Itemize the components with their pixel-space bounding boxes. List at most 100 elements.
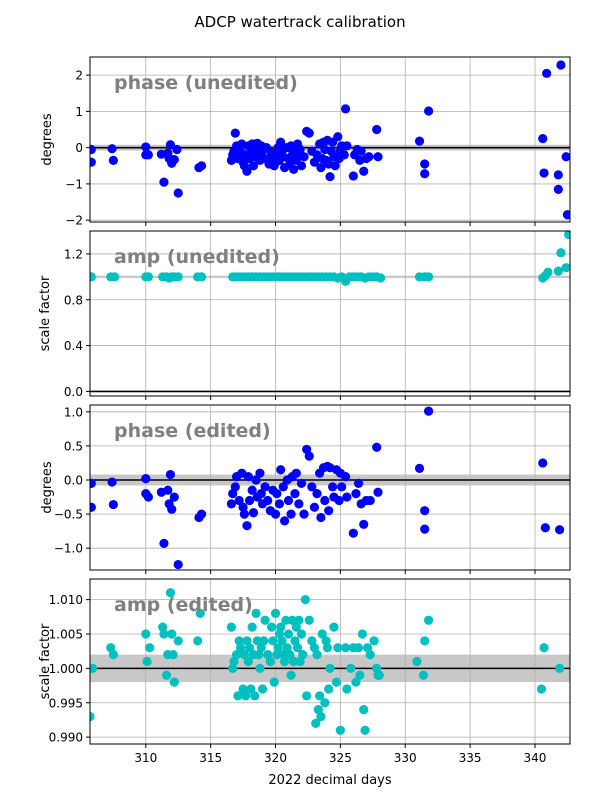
data-point (159, 177, 169, 187)
data-point (242, 166, 252, 176)
data-point (263, 495, 273, 506)
data-point (90, 157, 96, 167)
data-point (562, 210, 570, 220)
data-point (373, 487, 383, 497)
data-point (165, 140, 176, 150)
data-point (273, 643, 283, 653)
x-tick-label: 320 (264, 751, 287, 765)
data-point (172, 144, 182, 155)
x-tick-label: 335 (459, 751, 482, 765)
data-point (268, 636, 278, 646)
data-point (420, 636, 430, 646)
data-point (270, 608, 281, 618)
data-point (372, 124, 382, 135)
data-point (330, 161, 340, 171)
data-point (420, 159, 430, 169)
data-points (90, 60, 570, 220)
data-point (145, 643, 155, 653)
data-point (226, 499, 237, 509)
data-point (420, 506, 430, 516)
data-point (553, 266, 563, 276)
data-point (369, 636, 379, 646)
data-point (279, 656, 290, 667)
panel-4: 0.990 0.995 1.000 1.005 1.010 310 315 320 325 330… (38, 578, 571, 765)
data-point (414, 463, 425, 474)
data-point (312, 489, 322, 499)
data-point (141, 474, 151, 484)
data-point (329, 622, 339, 632)
data-point (286, 670, 296, 680)
data-point (226, 622, 237, 632)
y-tick-label: 1.0 (64, 405, 83, 419)
data-point (250, 691, 260, 701)
data-point (278, 482, 288, 492)
y-tick-label: 1.2 (64, 247, 83, 261)
data-point (357, 629, 368, 639)
data-point (251, 475, 261, 485)
panel-1: −2 −1 0 1 2 degrees phase (unedited) (40, 56, 571, 228)
y-tick-label: 1.005 (49, 628, 83, 642)
y-tick-label: −0.5 (54, 508, 83, 522)
data-point (239, 650, 249, 660)
data-point (247, 622, 257, 632)
data-point (143, 492, 153, 502)
data-point (423, 106, 434, 116)
data-point (555, 663, 565, 673)
data-point (359, 519, 369, 529)
data-point (90, 711, 95, 722)
data-point (243, 471, 253, 482)
data-point (255, 468, 265, 478)
data-point (536, 684, 547, 694)
data-point (90, 272, 96, 282)
data-point (342, 141, 352, 151)
data-point (108, 499, 118, 510)
data-point (272, 650, 282, 660)
data-point (359, 166, 369, 176)
data-point (241, 691, 251, 701)
data-point (556, 60, 566, 70)
data-point (252, 636, 262, 646)
data-point (168, 650, 178, 660)
data-point (283, 495, 294, 506)
data-point (298, 650, 308, 660)
data-points (90, 406, 565, 570)
data-point (248, 508, 259, 518)
data-point (251, 608, 261, 618)
y-tick-label: 0.4 (64, 339, 83, 353)
data-point (291, 468, 301, 478)
data-point (107, 144, 117, 154)
data-point (163, 485, 173, 495)
data-point (283, 629, 294, 639)
data-point (277, 636, 287, 646)
x-tick-label: 340 (524, 751, 547, 765)
data-point (375, 273, 386, 283)
y-axis-label: degrees (40, 461, 55, 514)
panel-3: −1.0 −0.5 0.0 0.5 1.0 degrees phase (edited) (40, 404, 571, 574)
data-point (296, 161, 307, 171)
data-point (320, 698, 330, 708)
y-tick-label: 0 (75, 141, 83, 155)
y-tick-label: 0.990 (49, 731, 83, 745)
data-point (281, 615, 291, 625)
data-point (90, 144, 96, 155)
data-point (320, 495, 330, 506)
data-point (311, 718, 321, 728)
data-point (90, 478, 96, 489)
data-point (300, 595, 310, 605)
y-axis-label: scale factor (38, 623, 53, 699)
data-point (279, 516, 290, 526)
panel-label: phase (edited) (114, 420, 271, 442)
data-points (90, 588, 565, 735)
data-point (420, 169, 430, 179)
data-point (553, 184, 563, 194)
data-point (173, 636, 183, 646)
data-point (539, 168, 549, 178)
data-point (270, 509, 281, 519)
data-point (285, 650, 295, 660)
y-tick-label: 0.8 (64, 293, 83, 307)
data-point (233, 691, 243, 701)
figure-title: ADCP watertrack calibration (194, 13, 405, 31)
y-tick-label: 0.0 (64, 474, 83, 488)
data-point (242, 521, 252, 531)
data-point (159, 538, 169, 549)
